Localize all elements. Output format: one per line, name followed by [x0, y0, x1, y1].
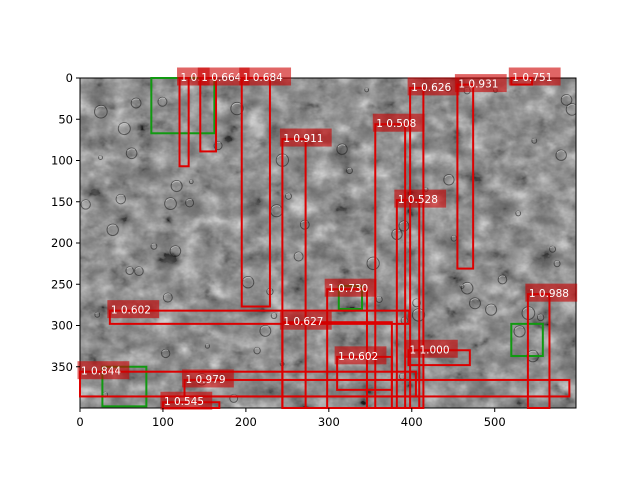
x-tick-label: 400 — [401, 415, 423, 429]
detection-label: 1 0.528 — [398, 194, 438, 206]
detection-label: 1 0.602 — [338, 351, 378, 363]
detection-label-bg — [394, 189, 447, 208]
detection-box: 1 0.602 — [334, 346, 393, 391]
detection-box: 1 0.664 — [197, 67, 250, 153]
detection-box: 1 0.528 — [394, 189, 447, 409]
detection-label-bg — [372, 113, 425, 132]
detection-label: 1 0.684 — [243, 72, 283, 84]
detection-label: 1 0.627 — [283, 316, 323, 328]
detection-label-bg — [239, 67, 292, 86]
detection-label-bg — [77, 361, 130, 380]
detection-box: 1 0.979 — [182, 369, 571, 398]
detection-label: 1 0.508 — [376, 118, 416, 130]
detection-layer: 1 0. 1 0.664 1 0.684 1 0.911 1 0.931 1 0.751 1… — [77, 67, 578, 410]
detection-label: 1 0.730 — [328, 283, 368, 295]
detection-box: 1 0.931 — [454, 74, 507, 270]
detection-label-bg — [525, 283, 578, 302]
detection-label-bg — [405, 339, 458, 358]
detection-label: 1 0.664 — [201, 72, 241, 84]
detection-label: 1 0.626 — [411, 82, 451, 94]
detection-label: 1 0.988 — [529, 288, 569, 300]
detection-label: 1 0.545 — [164, 396, 204, 408]
detection-label-bg — [182, 369, 234, 388]
detection-label-bg — [160, 391, 213, 410]
y-tick-label: 150 — [51, 195, 73, 209]
detection-label: 1 0.602 — [111, 305, 151, 317]
detection-box: 1 0.602 — [107, 300, 411, 325]
y-axis: 0 50 100 150 200 250 300 350 — [51, 71, 80, 374]
detection-label-bg — [508, 67, 561, 86]
x-tick-label: 300 — [318, 415, 340, 429]
detection-box: 1 0.988 — [525, 283, 578, 409]
x-axis: 0 100 200 300 400 500 — [76, 408, 506, 429]
y-tick-label: 250 — [51, 277, 73, 291]
detection-label-bg — [279, 311, 332, 330]
detection-label-bg — [407, 77, 460, 96]
detection-label: 1 0.979 — [186, 374, 226, 386]
detection-label-bg — [279, 128, 332, 147]
detection-label: 1 1.000 — [409, 344, 449, 356]
x-tick-label: 500 — [484, 415, 506, 429]
detection-box: 1 1.000 — [405, 339, 471, 367]
x-tick-label: 200 — [235, 415, 257, 429]
detection-box: 1 0.751 — [508, 67, 561, 86]
detection-label: 1 0.751 — [512, 72, 552, 84]
detection-label: 1 0.931 — [458, 79, 498, 91]
detection-label-bg — [324, 278, 377, 297]
detection-label-bg — [107, 300, 160, 319]
y-tick-label: 200 — [51, 236, 73, 250]
y-tick-label: 100 — [51, 154, 73, 168]
detection-label: 1 0.911 — [283, 133, 323, 145]
y-tick-label: 300 — [51, 319, 73, 333]
lunar-surface-image — [80, 78, 576, 408]
detection-box: 1 0.627 — [279, 311, 393, 410]
detection-label: 1 0. — [181, 72, 201, 84]
y-tick-label: 0 — [66, 71, 73, 85]
detection-label: 1 0.844 — [81, 366, 121, 378]
y-tick-label: 50 — [58, 112, 73, 126]
detection-box: 1 0.684 — [239, 67, 292, 308]
detection-box: 1 0.626 — [407, 77, 460, 410]
x-tick-label: 100 — [152, 415, 174, 429]
detection-label-bg — [334, 346, 387, 365]
x-tick-label: 0 — [76, 415, 83, 429]
y-tick-label: 350 — [51, 360, 73, 374]
detection-box: 1 0.545 — [160, 391, 221, 410]
